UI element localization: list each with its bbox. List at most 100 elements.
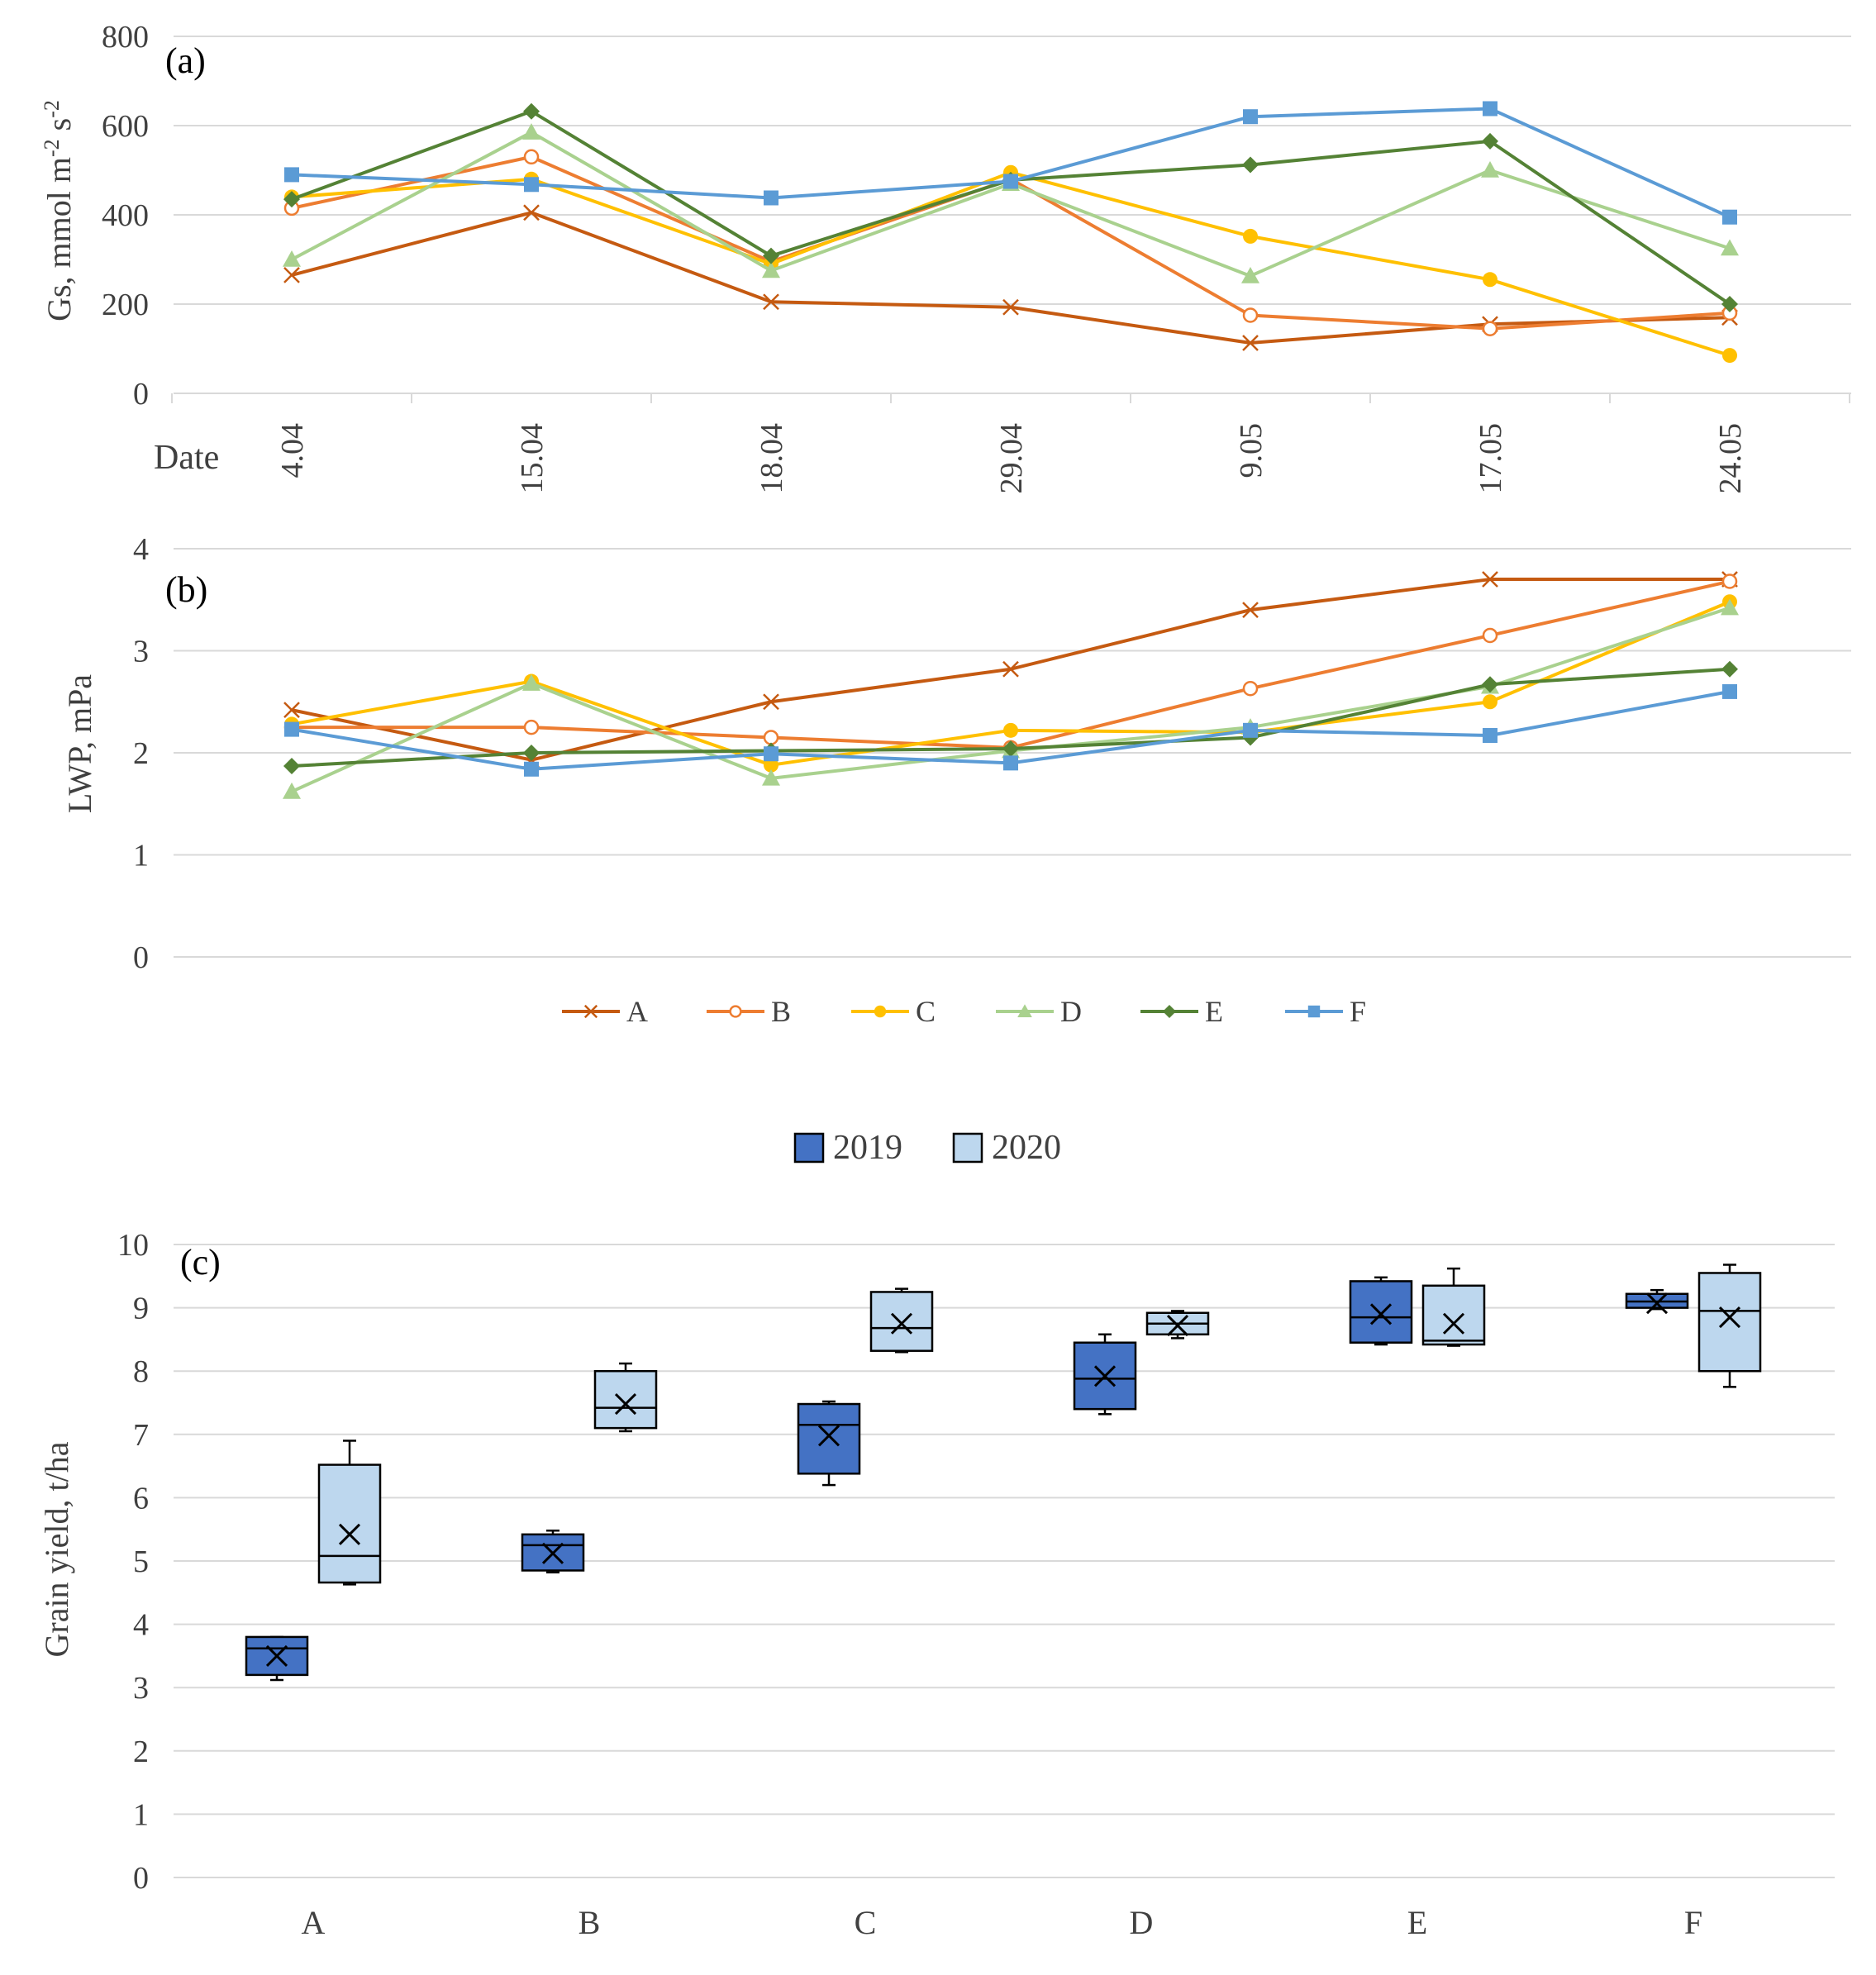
panel-b-point-D-15.04	[522, 674, 540, 691]
panel-c-y-tick-7: 7	[133, 1418, 149, 1453]
panel-a-point-F-18.04	[764, 190, 778, 206]
legend-label-B: B	[771, 995, 791, 1028]
panel-a-point-E-17.05	[1482, 132, 1498, 150]
legend-item-2019: 2019	[793, 1129, 902, 1167]
box-2020-B-mean-stroke-2	[614, 1392, 637, 1416]
legend-marker-A	[583, 1004, 598, 1019]
box-2020-B	[593, 1362, 658, 1433]
box-2020-A-mean-stroke-2	[338, 1523, 361, 1545]
panel-c-y-tick-4: 4	[133, 1608, 149, 1643]
legend-marker-E	[1163, 1005, 1176, 1018]
legend-swatch-2020	[952, 1132, 983, 1164]
panel-a-y-axis-title: Gs, mmol m-2 s-2	[40, 100, 79, 321]
panel-a-series-D	[283, 123, 1739, 283]
box-2019-B	[521, 1529, 585, 1574]
box-2019-D	[1073, 1333, 1137, 1416]
panel-a-point-D-18.04	[762, 261, 780, 278]
panel-a-x-tick-15.04: 15.04	[515, 423, 550, 494]
panel-b-point-F-17.05	[1483, 728, 1497, 744]
panel-a-x-tick-9.05: 9.05	[1234, 423, 1269, 478]
panel-a-point-C-17.05	[1483, 272, 1497, 288]
legend-swatch-2019	[793, 1132, 825, 1164]
panel-c-x-tick-E: E	[1407, 1904, 1427, 1941]
legend-item-2020: 2020	[952, 1129, 1061, 1167]
panel-a-point-A-15.04	[523, 204, 540, 221]
panel-b-y-tick-3: 3	[133, 635, 149, 669]
panel-b-point-A-9.05	[1242, 602, 1259, 618]
panel-a-series-F	[284, 101, 1737, 225]
panel-b-point-C-29.04	[1003, 722, 1018, 738]
panel-a-point-A-9.05	[1242, 335, 1259, 351]
panel-b-y-tick-labels: 0 1 2 3 4	[133, 532, 149, 975]
panel-a-point-F-15.04	[524, 177, 539, 193]
panel-b-point-A-29.04-stroke-2	[1002, 660, 1019, 678]
panel-c-y-tick-5: 5	[133, 1544, 149, 1579]
box-2020-F-iqr	[1697, 1272, 1762, 1373]
box-2020-D	[1145, 1310, 1210, 1340]
box-2019-E-mean-stroke-2	[1369, 1303, 1393, 1325]
panel-a-x-tick-4.04: 4.04	[275, 423, 310, 478]
box-2020-E-mean-stroke-2	[1442, 1312, 1465, 1335]
panel-a-point-A-15.04-stroke-2	[523, 204, 540, 221]
panel-b-point-B-15.04	[523, 719, 540, 735]
panel-a-label: (a)	[165, 40, 206, 81]
panel-a-point-A-4.04	[283, 267, 300, 283]
panel-b-point-F-9.05	[1243, 722, 1258, 738]
panel-b-y-axis-title: LWP, mPa	[61, 674, 98, 813]
panel-c-boxes	[245, 1264, 1762, 1682]
panel-b-series-F	[284, 683, 1737, 777]
box-2020-B-iqr	[593, 1369, 658, 1430]
panel-a-x-tick-24.05: 24.05	[1713, 423, 1748, 494]
box-2019-C-mean-stroke-2	[817, 1425, 840, 1447]
panel-b-point-C-18.04	[764, 757, 778, 773]
panel-a-x-tick-labels: 4.04 15.04 18.04 29.04 9.05 17.05 24.05	[171, 393, 1850, 494]
panel-c-y-axis-title: Grain yield, t/ha	[38, 1441, 75, 1657]
box-2019-A	[245, 1635, 309, 1682]
panel-b-y-tick-1: 1	[133, 839, 149, 873]
legend-item-E: E	[1140, 995, 1223, 1028]
panel-b-point-B-18.04	[763, 730, 779, 745]
panel-b-point-B-17.05	[1482, 627, 1498, 644]
panel-c-y-tick-1: 1	[133, 1797, 149, 1832]
panel-a-series-D-line	[291, 131, 1731, 278]
box-2019-A-mean-stroke-2	[265, 1644, 288, 1667]
panel-a-point-D-4.04	[283, 250, 301, 267]
panel-b-point-E-17.05	[1482, 676, 1498, 693]
panel-a-point-B-17.05	[1482, 321, 1498, 336]
panel-a-x-tick-29.04: 29.04	[994, 423, 1029, 494]
panel-b-point-E-29.04	[1002, 740, 1019, 758]
panel-a-point-F-9.05	[1243, 109, 1258, 125]
panel-a-series-E	[283, 102, 1738, 312]
panel-a-point-F-4.04	[284, 167, 299, 183]
panel-a-point-F-29.04	[1003, 174, 1018, 189]
panel-a-point-D-15.04	[522, 123, 540, 140]
box-2019-E-iqr	[1349, 1280, 1413, 1344]
box-2019-B-mean-stroke-2	[541, 1542, 564, 1564]
panel-c-x-tick-C: C	[855, 1904, 877, 1941]
legend-label-E: E	[1205, 995, 1223, 1028]
panel-a-point-B-15.04	[523, 149, 540, 165]
panel-c-y-tick-8: 8	[133, 1354, 149, 1389]
panel-a-y-tick-600: 600	[102, 109, 149, 144]
box-2019-C	[797, 1400, 861, 1487]
panel-b-point-F-4.04	[284, 721, 299, 737]
panel-b-series-B-line	[292, 579, 1731, 750]
box-2020-C-iqr	[869, 1291, 934, 1352]
legend-item-F: F	[1285, 995, 1366, 1028]
panel-b-point-A-17.05-stroke-2	[1482, 571, 1498, 588]
panel-a-x-tick-17.05: 17.05	[1474, 423, 1508, 494]
panel-b-gridlines	[174, 548, 1851, 958]
panel-c-x-tick-B: B	[579, 1904, 601, 1941]
box-2020-C-mean-stroke-2	[890, 1312, 913, 1335]
panel-b-point-A-18.04-stroke-2	[763, 693, 779, 711]
panel-c-y-tick-labels: 0 1 2 3 4 5 6 7 8 9 10	[117, 1228, 149, 1896]
legend-label-D: D	[1060, 995, 1082, 1028]
panel-b-point-D-4.04	[283, 782, 301, 799]
panel-a-point-D-17.05	[1481, 161, 1499, 178]
panel-a-y-title-exp1: -2	[40, 139, 64, 157]
panel-c-x-tick-labels: A B C D E F	[302, 1904, 1703, 1941]
panel-b-point-E-4.04	[283, 758, 300, 775]
panel-a-y-tick-labels: 0 200 400 600 800	[102, 20, 149, 412]
legend-item-D: D	[996, 995, 1082, 1028]
